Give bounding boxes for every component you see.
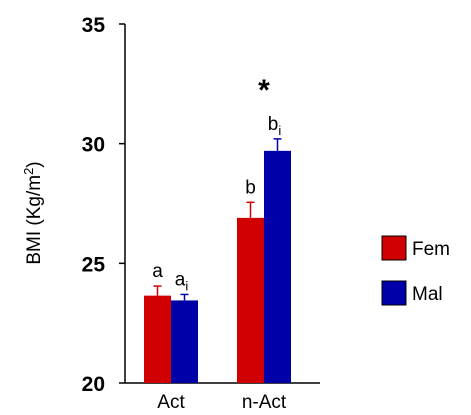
bar-fem-n-act [237, 217, 264, 383]
bar-fem-act [144, 295, 171, 383]
error-bar [153, 285, 162, 296]
y-axis: 35 30 25 20 [82, 14, 126, 396]
y-axis-label: BMI (Kg/m2) [21, 161, 45, 264]
legend: Fem Mal [381, 235, 450, 306]
error-bar [180, 293, 189, 301]
x-axis: Act n-Act [125, 382, 320, 413]
significance-letter: b [245, 177, 256, 198]
legend-swatch-fem [381, 235, 407, 261]
significance-letter: ai [175, 269, 189, 293]
error-bar [246, 201, 255, 218]
y-tick-label: 20 [82, 373, 105, 396]
x-tick-label: n-Act [242, 392, 287, 413]
legend-swatch-mal [381, 280, 407, 306]
y-tick-label: 30 [82, 134, 105, 157]
y-tick-label: 35 [82, 14, 106, 37]
significance-letter: bi [268, 114, 282, 138]
significance-star: * [258, 74, 270, 107]
legend-label-mal: Mal [412, 284, 443, 305]
y-tick-label: 25 [82, 253, 106, 276]
bar-mal-n-act [264, 150, 291, 383]
error-bar [273, 138, 282, 151]
bar-mal-act [171, 300, 198, 383]
x-tick-label: Act [157, 392, 185, 413]
legend-label-fem: Fem [412, 239, 450, 260]
significance-letter: a [152, 261, 163, 282]
